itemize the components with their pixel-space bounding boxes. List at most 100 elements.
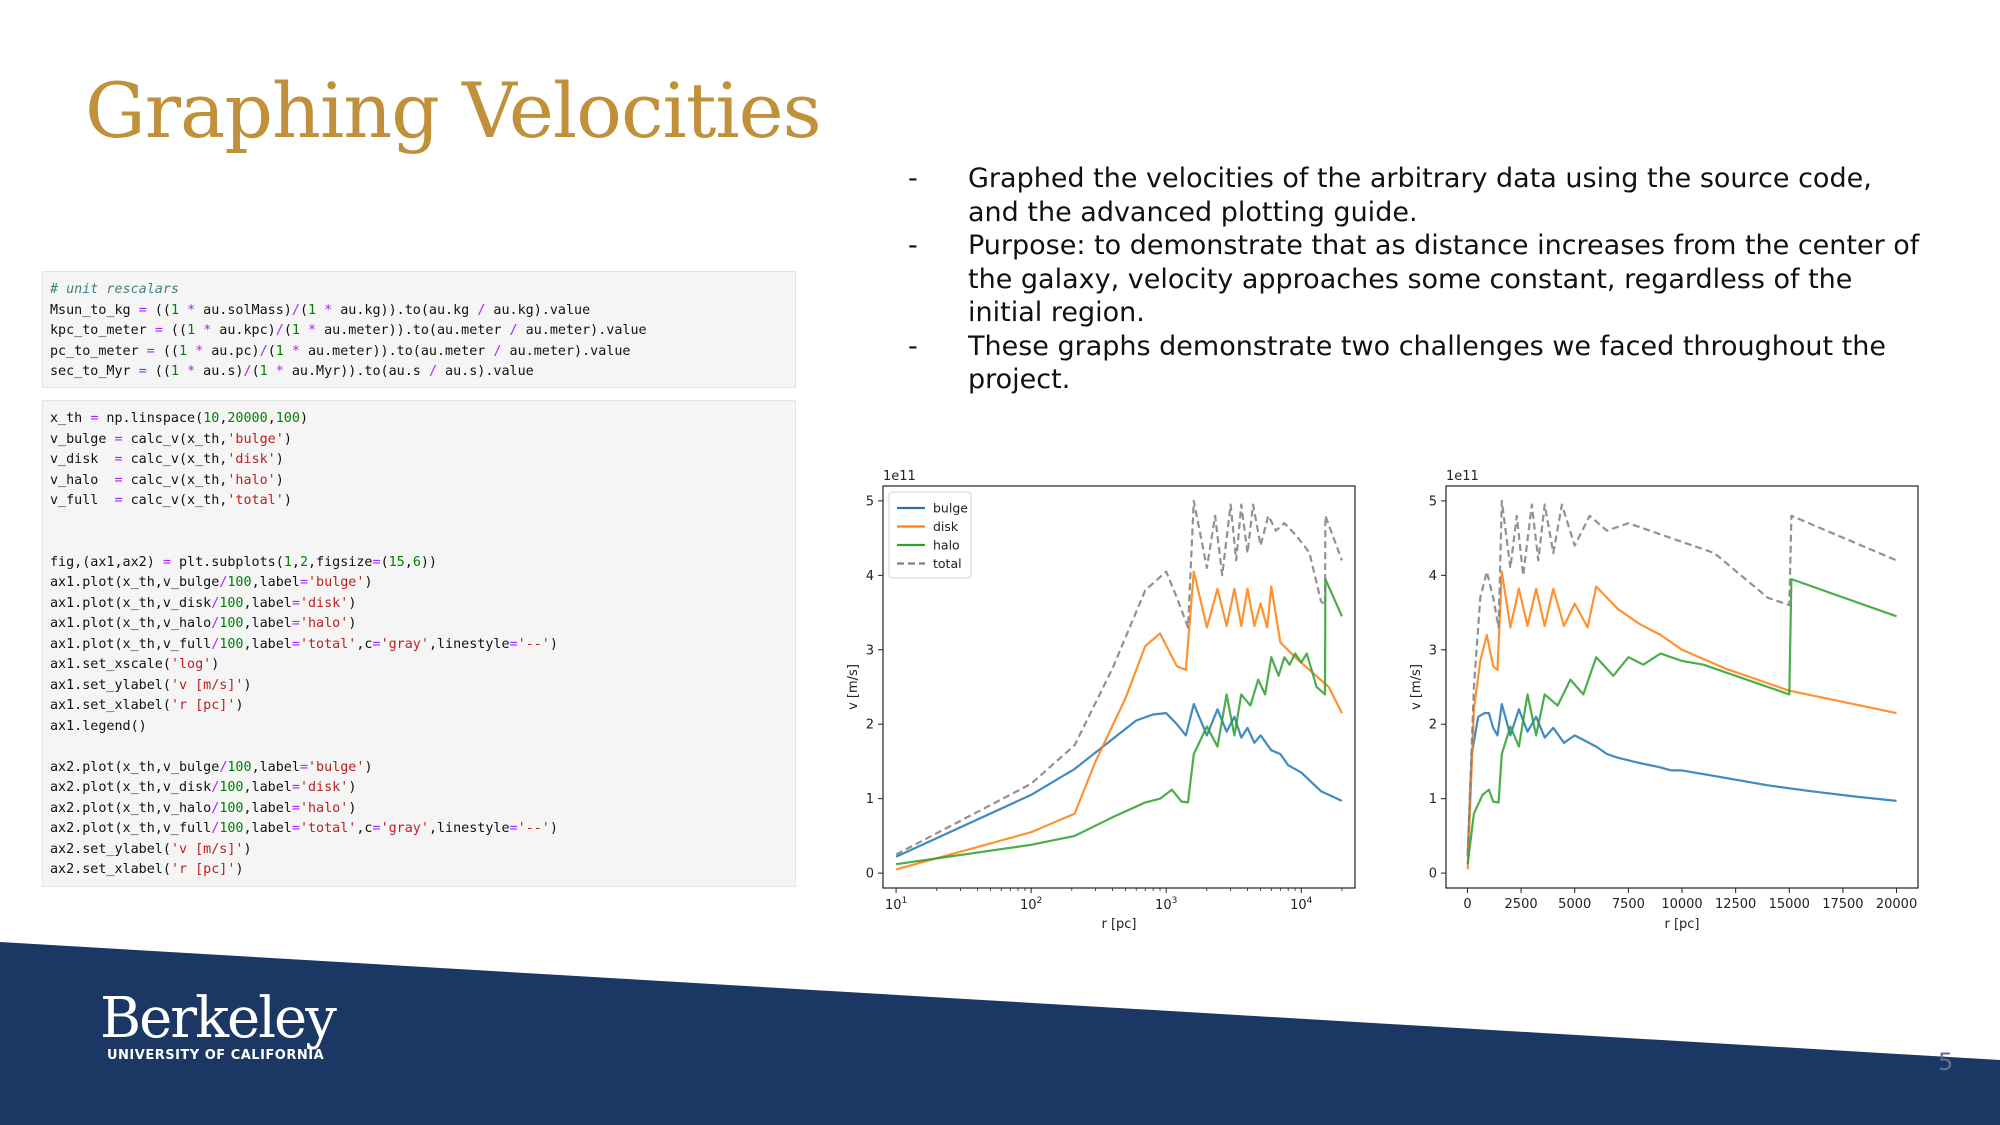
code-token: ax1.plot(x_th,v_disk — [50, 595, 212, 611]
code-token: ) — [235, 698, 244, 713]
code-token: 1 — [179, 343, 188, 359]
legend-label: total — [933, 556, 962, 571]
code-line: v_bulge = calc_v(x_th,'bulge') — [50, 430, 795, 451]
code-token: 'v [m/s]' — [170, 677, 244, 693]
x-axis-label: r [pc] — [1664, 917, 1699, 932]
logo-wordmark: Berkeley — [100, 986, 337, 1051]
code-token: au.Myr)).to(au.s — [283, 364, 429, 379]
code-cell-plotting: x_th = np.linspace(10,20000,100) v_bulge … — [42, 400, 796, 887]
code-token: / — [493, 343, 502, 359]
code-token: ) — [283, 431, 292, 447]
code-token: ax1.set_ylabel( — [50, 677, 171, 693]
x-tick-exponent: 4 — [1307, 896, 1313, 906]
series-line-bulge — [1466, 703, 1897, 857]
code-token: 'disk' — [299, 780, 349, 795]
code-token: = — [154, 323, 163, 338]
code-token: ) — [283, 493, 292, 508]
y-tick-label: 1 — [866, 792, 874, 807]
code-token: = — [114, 493, 123, 508]
bullet-dash: - — [908, 330, 918, 362]
code-token: * — [308, 323, 317, 338]
code-token: * — [291, 343, 300, 359]
code-token — [300, 323, 308, 338]
code-token: au.s) — [195, 364, 244, 379]
code-line: # unit rescalars — [50, 280, 795, 301]
code-token: pc_to_meter — [50, 343, 147, 359]
code-token: / — [211, 616, 220, 631]
bullet-text: Purpose: to demonstrate that as distance… — [968, 230, 1920, 328]
code-token: 1 — [275, 343, 284, 359]
code-token: ( — [251, 364, 260, 379]
code-token: calc_v(x_th, — [122, 493, 228, 508]
code-token: * — [187, 364, 196, 379]
code-line: v_halo = calc_v(x_th,'halo') — [50, 471, 795, 492]
code-token: ( — [380, 554, 389, 570]
code-token — [284, 344, 292, 359]
code-token — [187, 344, 195, 359]
code-token: 'bulge' — [308, 575, 365, 590]
bullet-item: - Purpose: to demonstrate that as distan… — [900, 229, 1920, 330]
code-line: v_disk = calc_v(x_th,'disk') — [50, 450, 795, 471]
code-token: ) — [364, 575, 373, 590]
code-token: = — [114, 452, 123, 467]
offset-text: 1e11 — [1446, 469, 1479, 484]
code-token: = — [372, 636, 381, 652]
code-token: ,label — [243, 616, 292, 631]
code-token: au.meter)).to(au.meter — [316, 323, 510, 338]
code-token: )) — [420, 554, 437, 570]
code-token: ) — [348, 595, 357, 611]
x-tick-label: 10000 — [1661, 897, 1702, 912]
code-line — [50, 737, 795, 758]
code-cell-unit-rescalars: # unit rescalars Msun_to_kg = ((1 * au.so… — [42, 271, 796, 388]
code-token — [316, 303, 324, 318]
y-tick-label: 3 — [866, 643, 874, 658]
code-token: au.meter)).to(au.meter — [299, 343, 494, 359]
code-token: np.linspace( — [98, 411, 204, 426]
y-tick-label: 4 — [866, 569, 874, 584]
code-line: x_th = np.linspace(10,20000,100) — [50, 409, 795, 430]
code-token: , — [267, 411, 276, 426]
series-line-halo — [895, 577, 1343, 866]
code-token: 100 — [219, 636, 244, 652]
x-axis-label: r [pc] — [1101, 917, 1136, 932]
code-token — [179, 364, 187, 379]
code-token: (( — [154, 343, 179, 359]
code-token: '--' — [517, 821, 550, 836]
y-tick-label: 1 — [1429, 792, 1437, 807]
code-token: ax2.set_ylabel( — [50, 841, 171, 857]
x-tick-exponent: 2 — [1037, 896, 1043, 906]
x-tick-label: 101 — [885, 896, 907, 913]
code-token: = — [138, 364, 147, 379]
code-token: ,label — [243, 636, 292, 652]
code-line: ax2.plot(x_th,v_full/100,label='total',c… — [50, 819, 795, 840]
code-token: calc_v(x_th, — [122, 452, 228, 467]
code-token: = — [291, 595, 300, 611]
velocity-plot-linear-svg: 0 1 2 3 4 5 0 2500 5000 7500 10000 12500 15000 17500 2… — [1409, 469, 1919, 932]
code-token: 'total' — [299, 821, 357, 836]
code-token: (( — [146, 302, 171, 318]
code-token: v_full — [50, 493, 115, 508]
x-tick-base: 10 — [1155, 898, 1172, 913]
code-line: fig,(ax1,ax2) = plt.subplots(1,2,figsize… — [50, 553, 795, 574]
code-token: 100 — [219, 595, 244, 611]
code-token: = — [291, 780, 300, 795]
code-line: ax2.plot(x_th,v_disk/100,label='disk') — [50, 778, 795, 799]
code-token: 'halo' — [227, 472, 276, 488]
slide-title: Graphing Velocities — [85, 66, 822, 155]
code-token: / — [211, 821, 220, 836]
code-token: ) — [211, 657, 220, 672]
x-tick-label: 104 — [1290, 896, 1313, 913]
legend-label: bulge — [933, 501, 968, 516]
code-token: = — [114, 431, 123, 447]
series-line-halo — [1466, 577, 1897, 865]
code-token: ) — [243, 841, 252, 857]
code-line — [50, 532, 795, 553]
code-token: 'gray' — [380, 636, 429, 652]
y-axis-label: v [m/s] — [1409, 664, 1424, 710]
code-token: 'halo' — [299, 800, 349, 816]
code-token: / — [211, 800, 220, 816]
code-token: ) — [348, 780, 357, 795]
code-token: = — [299, 575, 308, 590]
code-token — [195, 323, 203, 338]
code-token: = — [299, 759, 308, 775]
